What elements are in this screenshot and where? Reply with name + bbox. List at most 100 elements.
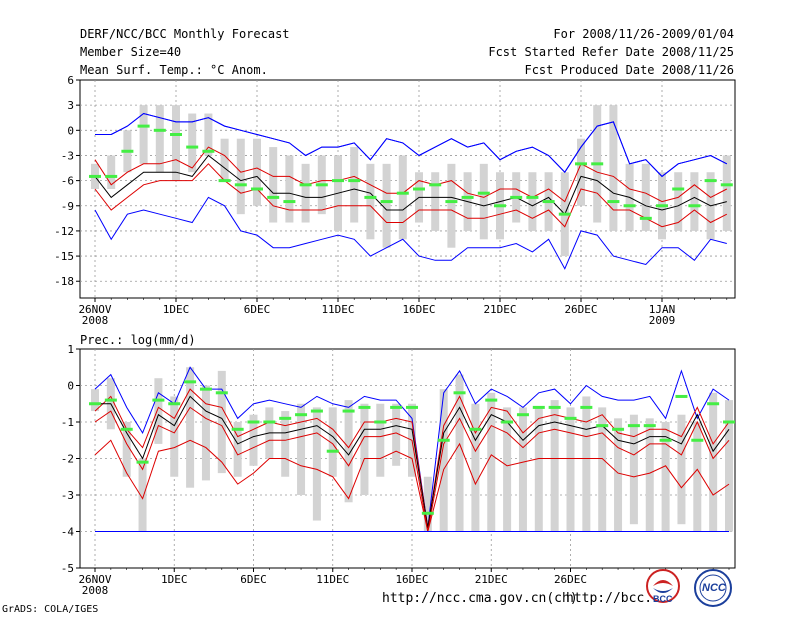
member-marker — [267, 195, 280, 199]
member-marker — [218, 179, 231, 183]
member-marker — [501, 420, 514, 424]
member-marker — [380, 200, 393, 204]
spread-bar — [376, 403, 385, 477]
ncc-url-link[interactable]: http://ncc.cma.gov.cn(ch) — [382, 591, 578, 606]
x-tick-label: 26NOV — [78, 573, 111, 586]
member-size: Member Size=40 — [80, 45, 182, 59]
member-marker — [516, 413, 529, 417]
member-marker — [89, 402, 101, 406]
member-marker — [413, 187, 425, 191]
member-marker — [374, 420, 387, 424]
chart-title: DERF/NCC/BCC Monthly Forecast — [80, 27, 290, 41]
series-plus_sd — [94, 146, 728, 203]
spread-bar — [269, 147, 278, 223]
member-marker — [348, 179, 361, 183]
spread-bar — [690, 172, 699, 231]
member-marker — [406, 405, 418, 409]
member-marker — [612, 427, 625, 431]
member-marker — [659, 438, 672, 442]
member-marker — [623, 204, 636, 208]
member-marker — [184, 380, 197, 384]
member-marker — [656, 204, 668, 208]
member-marker — [315, 183, 328, 187]
member-marker — [707, 402, 720, 406]
member-marker — [89, 174, 101, 178]
prec-panel-label: Prec.: log(mm/d) — [80, 333, 196, 347]
spread-bar — [186, 367, 195, 488]
series-mean — [95, 395, 730, 528]
x-tick-label: 16DEC — [402, 303, 435, 316]
y-tick-label: -12 — [54, 225, 74, 238]
member-marker — [390, 405, 403, 409]
forecast-start-date: Fcst Started Refer Date 2008/11/25 — [488, 45, 734, 59]
member-marker — [564, 416, 577, 420]
spread-bar — [629, 414, 638, 525]
y-tick-label: -5 — [61, 562, 74, 575]
bcc-url-link[interactable]: http://bcc.c — [566, 591, 660, 606]
y-tick-label: -9 — [61, 200, 74, 213]
spread-bar — [471, 403, 480, 532]
member-marker — [215, 391, 228, 395]
series-minus_sd — [94, 163, 728, 228]
member-marker — [299, 183, 312, 187]
member-marker — [461, 195, 474, 199]
member-marker — [279, 416, 292, 420]
spread-bar — [693, 422, 702, 532]
member-marker — [477, 191, 490, 195]
spread-bar — [661, 422, 670, 532]
series-minus_2sd — [94, 439, 730, 532]
forecast-period: For 2008/11/26-2009/01/04 — [553, 27, 734, 41]
series-max — [95, 112, 728, 178]
member-marker — [310, 409, 323, 413]
member-marker — [591, 162, 604, 166]
spread-bar — [398, 155, 407, 240]
spread-bar — [350, 147, 359, 223]
member-marker — [558, 212, 571, 216]
y-tick-label: -18 — [54, 275, 74, 288]
bcc-logo-text: BCC — [653, 594, 673, 604]
y-tick-label: -6 — [61, 175, 74, 188]
member-marker — [672, 187, 685, 191]
spread-bar — [447, 163, 456, 248]
spread-bar — [220, 138, 229, 181]
spread-bar — [253, 138, 261, 206]
member-marker — [494, 204, 506, 208]
member-marker — [580, 405, 593, 409]
member-marker — [199, 387, 212, 391]
member-marker — [136, 460, 149, 464]
x-tick-label: 26DEC — [554, 573, 587, 586]
spread-bar — [582, 396, 591, 532]
spread-bar — [172, 105, 180, 181]
y-tick-label: -2 — [61, 453, 74, 466]
spread-bar — [609, 105, 618, 231]
y-tick-label: -3 — [61, 489, 74, 502]
spread-bar — [91, 389, 99, 412]
member-marker — [469, 427, 482, 431]
spread-bar — [236, 138, 245, 215]
spread-bar — [423, 476, 432, 532]
series-plus_sd — [94, 388, 730, 528]
member-marker — [247, 420, 260, 424]
member-marker — [421, 511, 434, 515]
y-tick-label: -3 — [61, 149, 74, 162]
spread-bar — [534, 407, 543, 532]
member-marker — [295, 413, 308, 417]
member-marker — [358, 405, 371, 409]
x-tick-year: 2008 — [82, 314, 109, 327]
member-marker — [575, 162, 587, 166]
member-marker — [639, 216, 652, 220]
spread-bar — [122, 422, 131, 477]
spread-bar — [344, 400, 353, 503]
spread-bar — [725, 400, 733, 532]
spread-bar — [170, 396, 179, 477]
x-tick-label: 16DEC — [395, 573, 428, 586]
spread-bar — [674, 172, 683, 231]
spread-bar — [249, 414, 258, 466]
spread-bar — [645, 418, 654, 532]
member-marker — [120, 427, 133, 431]
member-marker — [137, 124, 150, 128]
member-marker — [596, 424, 609, 428]
spread-bar — [328, 407, 337, 477]
spread-bar — [366, 163, 375, 240]
series-max — [94, 366, 730, 528]
